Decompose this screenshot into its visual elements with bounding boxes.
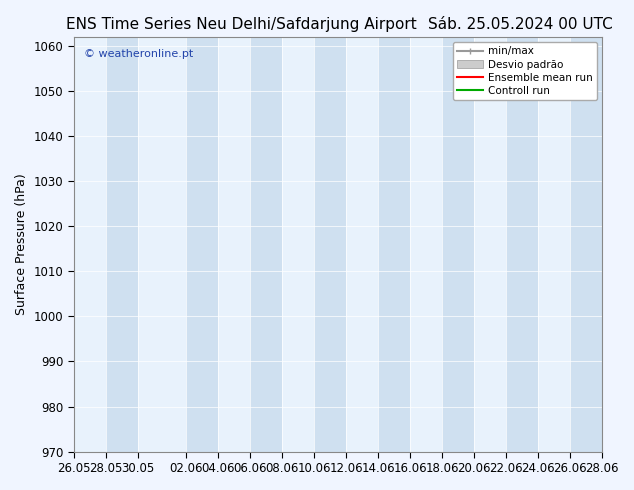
Bar <box>474 37 506 452</box>
Text: Sáb. 25.05.2024 00 UTC: Sáb. 25.05.2024 00 UTC <box>427 17 612 32</box>
Y-axis label: Surface Pressure (hPa): Surface Pressure (hPa) <box>15 173 28 315</box>
Legend: min/max, Desvio padrão, Ensemble mean run, Controll run: min/max, Desvio padrão, Ensemble mean ru… <box>453 42 597 100</box>
Bar <box>106 37 138 452</box>
Text: ENS Time Series Neu Delhi/Safdarjung Airport: ENS Time Series Neu Delhi/Safdarjung Air… <box>65 17 417 32</box>
Bar <box>186 37 218 452</box>
Bar <box>250 37 282 452</box>
Bar <box>410 37 442 452</box>
Bar <box>506 37 538 452</box>
Text: © weatheronline.pt: © weatheronline.pt <box>84 49 193 59</box>
Bar <box>74 37 106 452</box>
Bar <box>314 37 346 452</box>
Bar <box>346 37 378 452</box>
Bar <box>538 37 570 452</box>
Bar <box>378 37 410 452</box>
Bar <box>218 37 250 452</box>
Bar <box>282 37 314 452</box>
Bar <box>138 37 186 452</box>
Bar <box>570 37 602 452</box>
Bar <box>442 37 474 452</box>
